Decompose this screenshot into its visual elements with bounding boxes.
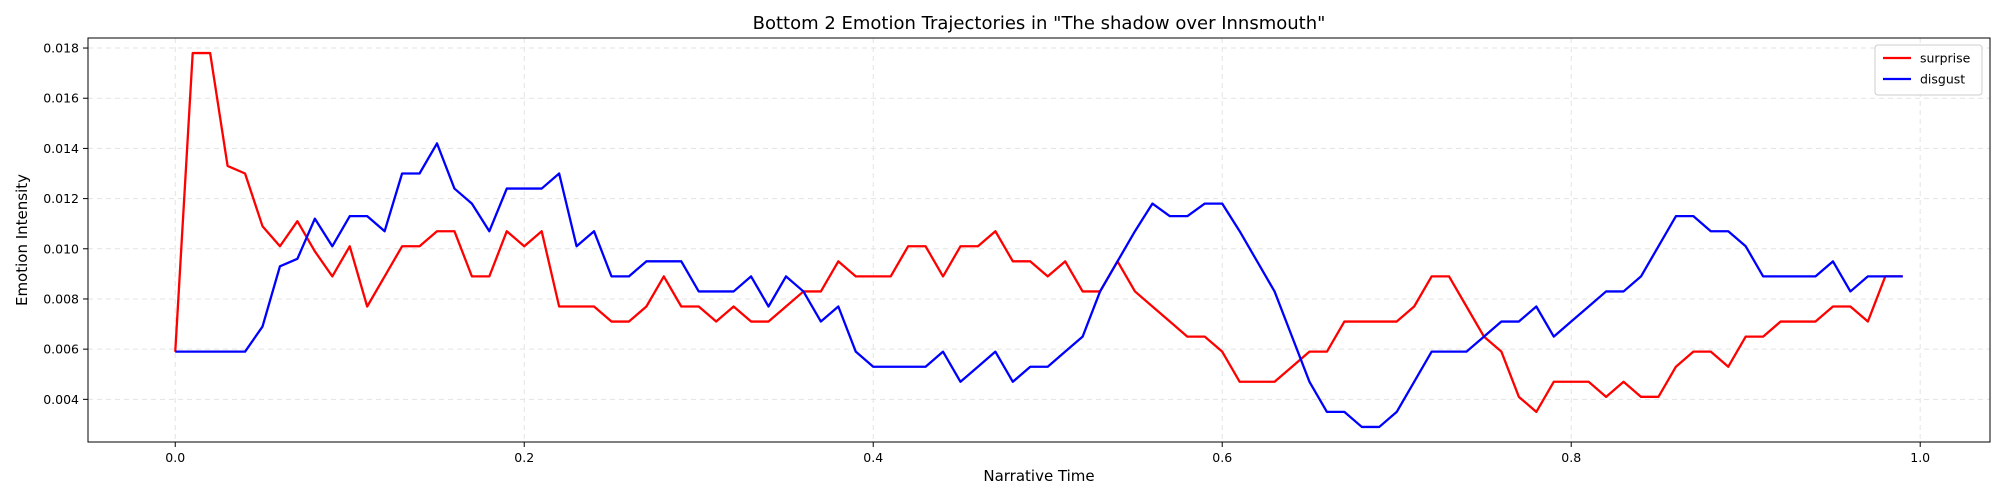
y-tick-label: 0.016 (43, 91, 79, 106)
series-layer (174, 51, 1903, 429)
x-axis-label: Narrative Time (983, 467, 1094, 485)
chart-title: Bottom 2 Emotion Trajectories in "The sh… (753, 13, 1326, 34)
x-tick-label: 1.0 (1910, 450, 1930, 465)
legend-label-disgust: disgust (1920, 72, 1965, 87)
y-tick-label: 0.010 (43, 241, 79, 256)
x-tick-label: 0.6 (1212, 450, 1232, 465)
legend-label-surprise: surprise (1920, 51, 1971, 66)
y-tick-label: 0.006 (43, 342, 79, 357)
y-tick-label: 0.004 (43, 392, 79, 407)
ticks: 0.0 0.2 0.4 0.6 0.8 1.0 0.004 0.006 0.008 0.010 0.… (43, 41, 1930, 465)
series-line-disgust (175, 142, 1903, 429)
x-tick-label: 0.4 (863, 450, 883, 465)
series-line-surprise (174, 51, 1903, 414)
y-tick-label: 0.018 (43, 41, 79, 56)
y-axis-label: Emotion Intensity (13, 174, 31, 306)
x-tick-label: 0.0 (165, 450, 185, 465)
y-tick-label: 0.008 (43, 291, 79, 306)
grid (88, 38, 1990, 442)
x-tick-label: 0.8 (1561, 450, 1581, 465)
x-tick-label: 0.2 (514, 450, 534, 465)
y-tick-label: 0.014 (43, 141, 79, 156)
y-tick-label: 0.012 (43, 191, 79, 206)
plot-frame (87, 37, 1991, 443)
legend: surprise disgust (1874, 44, 1983, 96)
